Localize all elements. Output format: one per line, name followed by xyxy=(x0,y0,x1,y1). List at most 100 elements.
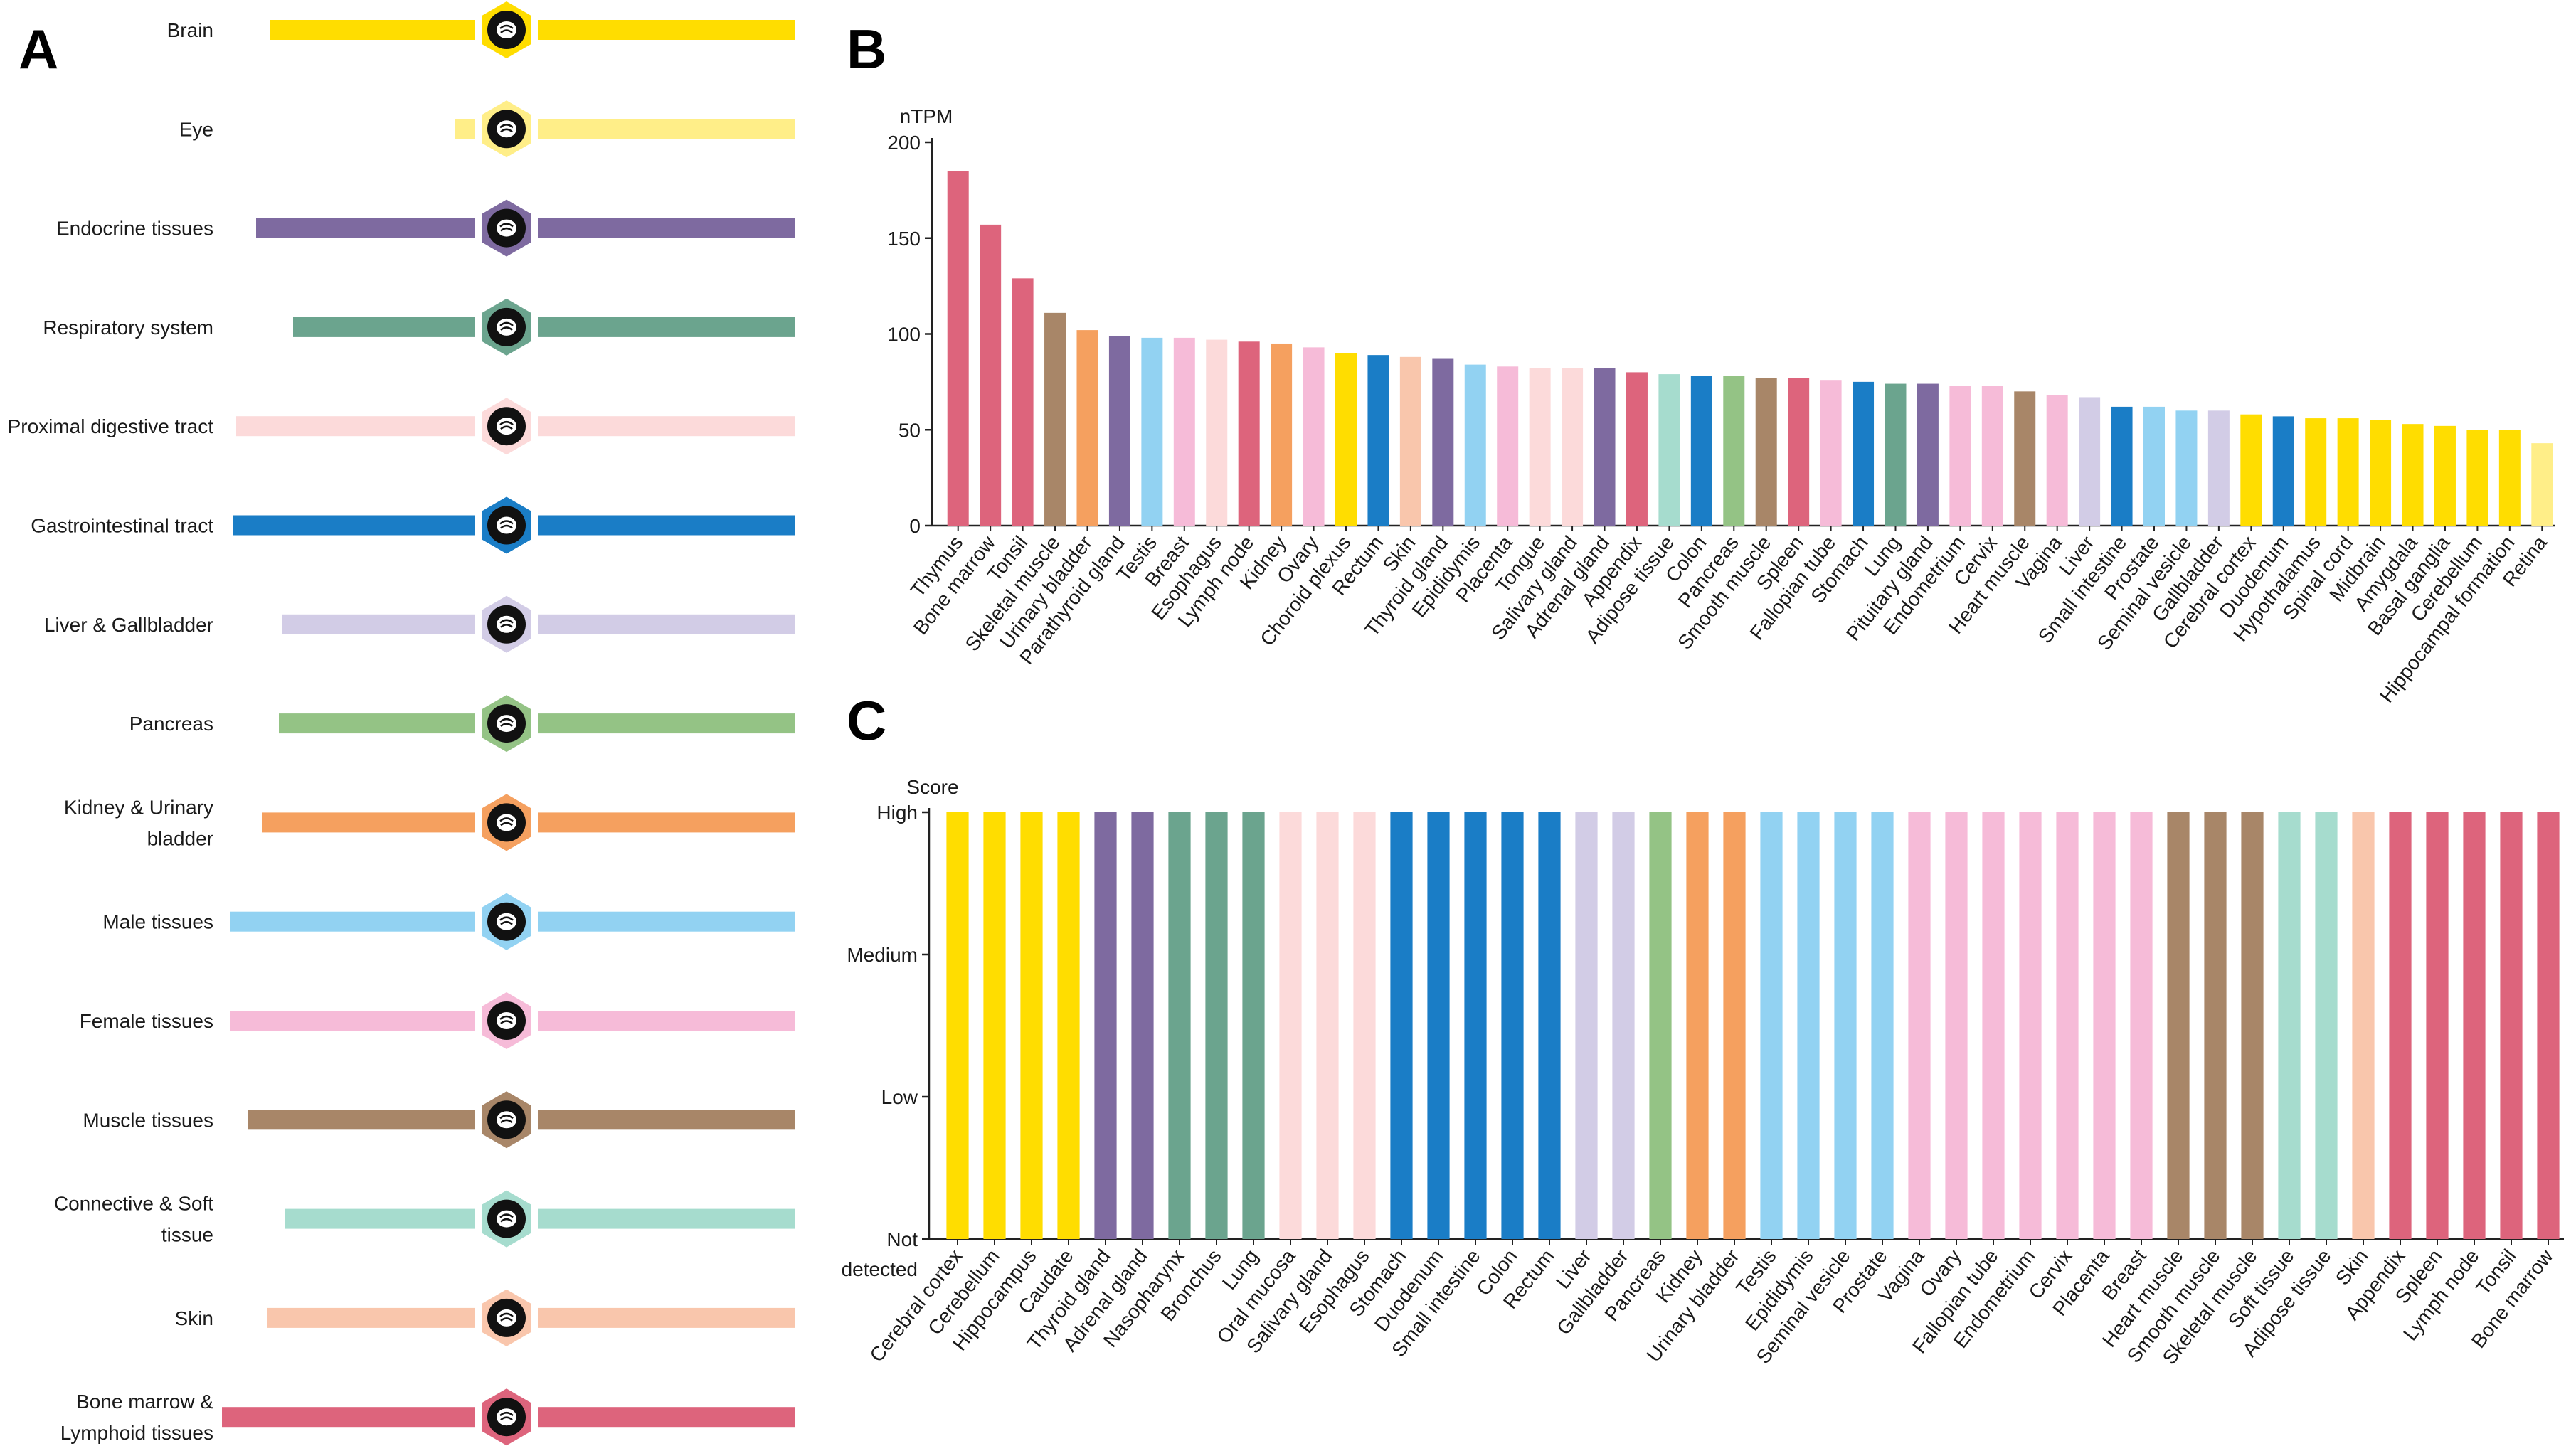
y-tick-label: 50 xyxy=(899,419,921,441)
bar xyxy=(1658,374,1680,526)
bar xyxy=(2370,420,2392,526)
tissue-group-label: Endocrine tissues xyxy=(56,218,213,240)
tissue-group-row: Respiratory system xyxy=(43,298,795,356)
male-icon xyxy=(497,913,516,930)
tissue-group-bar-left xyxy=(270,20,475,40)
bar xyxy=(1399,356,1421,526)
bar xyxy=(2175,410,2198,526)
tissue-group-bar-left xyxy=(285,1208,475,1229)
tissue-group-label: Respiratory system xyxy=(43,317,213,339)
tissue-group-row: Pancreas xyxy=(129,695,795,753)
bar xyxy=(1020,812,1043,1239)
panel-label-b: B xyxy=(847,18,886,80)
kidney-icon xyxy=(497,814,516,831)
bar xyxy=(1205,812,1228,1239)
bar xyxy=(2056,812,2079,1239)
tissue-group-bar-right xyxy=(538,614,795,634)
bar xyxy=(2498,430,2521,526)
tissue-group-bar-right xyxy=(538,317,795,337)
tissue-group-label: Gastrointestinal tract xyxy=(31,515,213,537)
bar xyxy=(1594,368,1616,526)
tissue-group-bar-left xyxy=(267,1307,475,1328)
tissue-group-label: Connective & Soft xyxy=(54,1193,213,1215)
bar xyxy=(1690,376,1712,526)
tissue-group-row: Brain xyxy=(167,1,795,58)
bar xyxy=(1562,368,1584,526)
bar xyxy=(2130,812,2153,1239)
bar xyxy=(2240,414,2262,526)
bar xyxy=(2466,430,2488,526)
bar xyxy=(1271,343,1293,526)
bar xyxy=(1094,812,1117,1239)
bar xyxy=(1760,812,1783,1239)
tissue-group-row: Eye xyxy=(179,100,795,158)
bar xyxy=(2337,418,2359,526)
y-tick-label: Medium xyxy=(847,944,918,966)
bar xyxy=(1497,366,1519,526)
tissue-group-row: Male tissues xyxy=(102,893,795,950)
bar xyxy=(1755,378,1777,526)
tissue-group-bar-left xyxy=(262,812,475,833)
bar xyxy=(2019,812,2042,1239)
y-tick-label: 150 xyxy=(887,228,921,250)
bar xyxy=(2463,812,2486,1239)
bar xyxy=(1390,812,1413,1239)
bar xyxy=(2093,812,2116,1239)
tissue-group-row: Connective & Soft tissue xyxy=(54,1190,795,1248)
y-tick-label: 100 xyxy=(887,324,921,346)
bar xyxy=(1871,812,1894,1239)
tissue-group-bar-right xyxy=(538,1110,795,1130)
skin-icon xyxy=(497,1309,516,1327)
tissue-group-bar-right xyxy=(538,20,795,40)
uterus-icon xyxy=(497,1012,516,1029)
tissue-group-label: Pancreas xyxy=(129,713,213,735)
bar xyxy=(2111,406,2133,526)
stomach-icon xyxy=(497,516,516,534)
tissue-group-bar-right xyxy=(538,1407,795,1428)
bar xyxy=(2143,406,2165,526)
y-axis-title: Score xyxy=(906,776,958,798)
eye-icon xyxy=(497,120,516,138)
panel-label-c: C xyxy=(847,689,886,752)
tissue-group-bar-right xyxy=(538,119,795,139)
bar xyxy=(1367,355,1389,526)
bar xyxy=(1612,812,1635,1239)
heart-icon xyxy=(497,1111,516,1129)
lungs-icon xyxy=(497,318,516,336)
bar xyxy=(1981,386,2003,526)
tissue-group-row: Female tissues xyxy=(80,992,795,1049)
tissue-group-row: Liver & Gallbladder xyxy=(44,595,795,653)
bar xyxy=(1303,347,1325,526)
tissue-group-row: Skin xyxy=(175,1289,795,1346)
bar xyxy=(2305,418,2327,526)
bar xyxy=(2315,812,2338,1239)
bar xyxy=(1575,812,1598,1239)
tissue-group-label: Lymphoid tissues xyxy=(60,1422,213,1444)
bar xyxy=(2352,812,2375,1239)
tissue-group-row: Bone marrow & Lymphoid tissues xyxy=(60,1388,795,1446)
tissue-group-bar-right xyxy=(538,812,795,833)
bar xyxy=(1885,383,1907,526)
tissue-group-bar-right xyxy=(538,515,795,536)
bar xyxy=(1686,812,1709,1239)
tissue-group-row: Muscle tissues xyxy=(83,1091,795,1149)
lymph-icon xyxy=(497,1408,516,1426)
bar xyxy=(1529,368,1551,526)
bar xyxy=(1464,812,1487,1239)
bar xyxy=(2500,812,2523,1239)
bar xyxy=(1723,812,1746,1239)
bar xyxy=(2079,397,2101,526)
y-tick-label: Not xyxy=(886,1228,918,1250)
tissue-group-label: Proximal digestive tract xyxy=(8,415,214,437)
tissue-group-row: Gastrointestinal tract xyxy=(31,496,795,554)
bar xyxy=(1353,812,1376,1239)
y-tick-label: High xyxy=(876,802,918,824)
bar xyxy=(1538,812,1561,1239)
tissue-group-label: Muscle tissues xyxy=(83,1109,213,1131)
bar xyxy=(1168,812,1191,1239)
tissue-group-label: Bone marrow & xyxy=(76,1391,213,1413)
tissue-group-bar-right xyxy=(538,1011,795,1031)
